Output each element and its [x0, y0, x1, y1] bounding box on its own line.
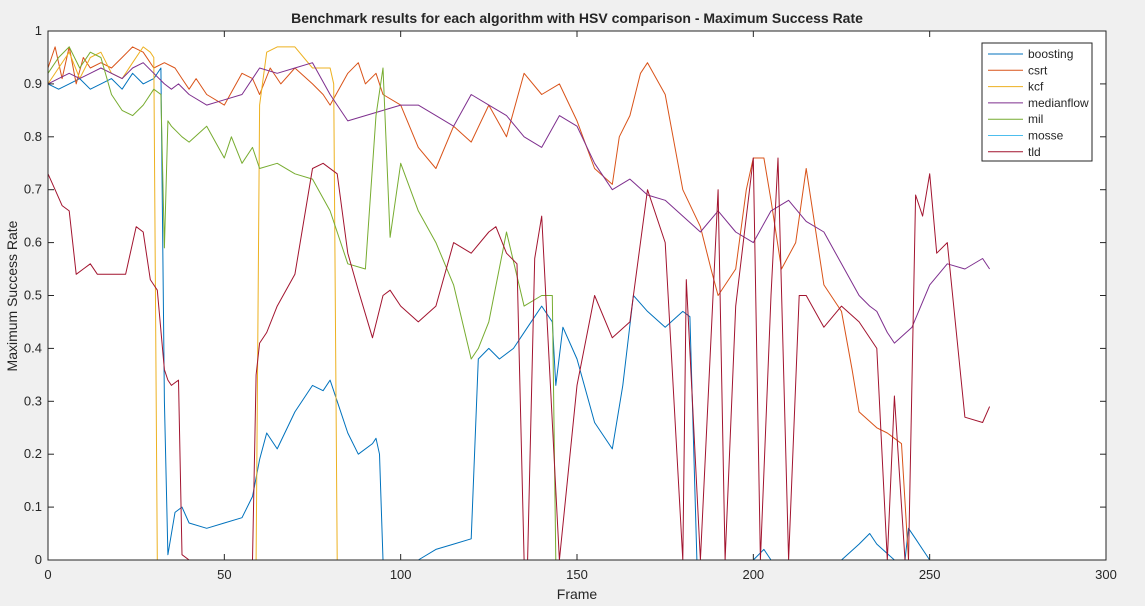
legend-label-kcf: kcf — [1028, 80, 1044, 94]
y-tick-label: 0.5 — [24, 288, 42, 303]
legend-label-mosse: mosse — [1028, 129, 1064, 143]
chart-title: Benchmark results for each algorithm wit… — [291, 10, 863, 26]
legend-box — [981, 42, 1093, 162]
y-tick-label: 0.6 — [24, 235, 42, 250]
series-line-medianflow — [47, 62, 991, 344]
series-line-mil — [47, 46, 567, 561]
legend-label-boosting: boosting — [1028, 47, 1073, 61]
x-tick-label: 150 — [566, 567, 588, 582]
y-tick-label: 0.2 — [24, 446, 42, 461]
ticks-layer: 0 50 100 150 200 250 300 0 0.1 0.2 0.3 0.4 0.5 0.6 0.7… — [24, 23, 1117, 582]
x-tick-label: 100 — [390, 567, 412, 582]
y-tick-label: 0.9 — [24, 76, 42, 91]
y-tick-label: 0.4 — [24, 340, 42, 355]
y-tick-label: 0.7 — [24, 182, 42, 197]
series-line-tld — [47, 157, 991, 561]
x-tick-label: 300 — [1095, 567, 1117, 582]
x-tick-label: 0 — [44, 567, 51, 582]
x-tick-label: 200 — [742, 567, 764, 582]
y-tick-label: 0.1 — [24, 499, 42, 514]
y-tick-label: 1 — [35, 23, 42, 38]
legend-label-medianflow: medianflow — [1028, 96, 1089, 110]
series-line-boosting — [47, 67, 990, 561]
y-tick-label: 0 — [35, 552, 42, 567]
x-tick-label: 50 — [217, 567, 231, 582]
plot-area — [48, 31, 1106, 560]
x-tick-label: 250 — [919, 567, 941, 582]
x-axis-label: Frame — [557, 586, 598, 602]
y-tick-label: 0.3 — [24, 393, 42, 408]
legend: boosting csrt kcf medianflow mil mosse tld — [981, 42, 1093, 162]
series-line-kcf — [47, 46, 338, 561]
legend-label-mil: mil — [1028, 112, 1043, 126]
y-tick-label: 0.8 — [24, 129, 42, 144]
legend-label-csrt: csrt — [1028, 63, 1048, 77]
legend-label-tld: tld — [1028, 145, 1041, 159]
y-axis-label: Maximum Success Rate — [4, 220, 20, 371]
